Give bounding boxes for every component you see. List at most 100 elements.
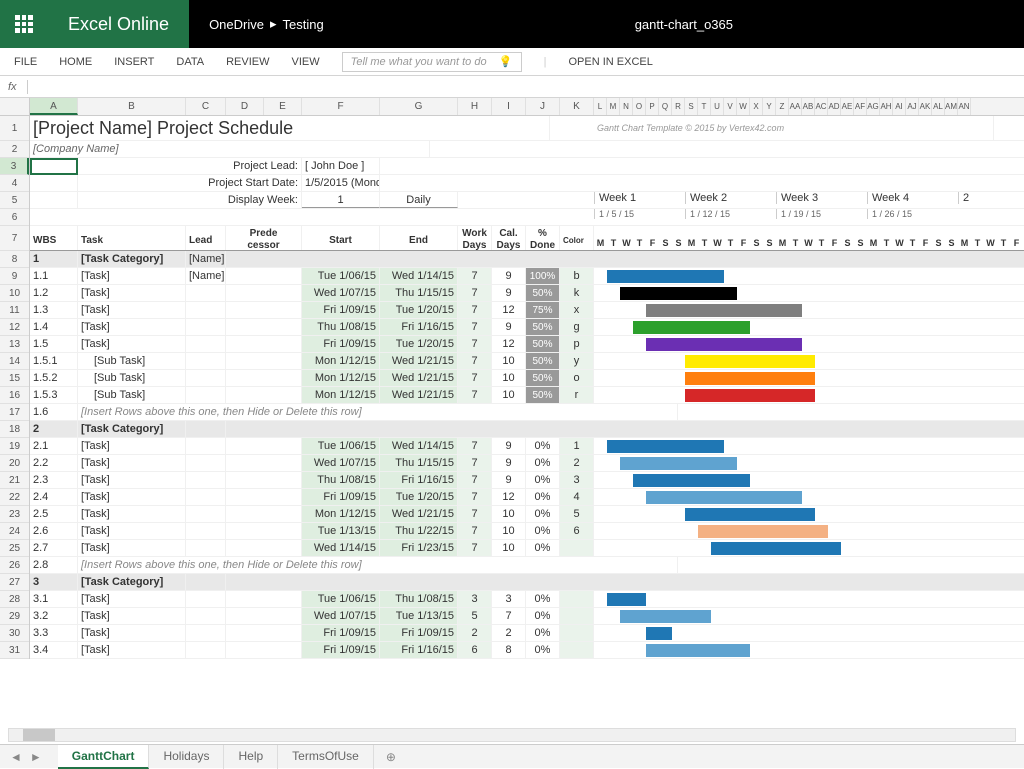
cell[interactable] <box>186 523 226 539</box>
cell[interactable]: 0% <box>526 489 560 505</box>
cell[interactable]: Fri 1/09/15 <box>302 489 380 505</box>
formula-bar[interactable]: fx <box>0 76 1024 98</box>
cell[interactable]: Tue 1/06/15 <box>302 268 380 284</box>
cell[interactable] <box>186 489 226 505</box>
cell[interactable]: 3.2 <box>30 608 78 624</box>
cell[interactable]: [Company Name] <box>30 141 430 157</box>
cell[interactable]: [Task] <box>78 336 186 352</box>
cell[interactable]: Thu 1/08/15 <box>380 591 458 607</box>
cell[interactable]: [Insert Rows above this one, then Hide o… <box>78 404 678 420</box>
cell[interactable] <box>226 455 302 471</box>
cell[interactable]: 1.5 <box>30 336 78 352</box>
row-header[interactable]: 7 <box>0 226 29 251</box>
cell[interactable] <box>226 353 302 369</box>
cell[interactable]: Task <box>78 226 186 250</box>
cell[interactable]: Thu 1/22/15 <box>380 523 458 539</box>
cell[interactable]: 9 <box>492 319 526 335</box>
add-sheet-button[interactable]: ⊕ <box>374 750 408 764</box>
row-header[interactable]: 19 <box>0 438 29 455</box>
breadcrumb-part[interactable]: OneDrive <box>209 17 264 32</box>
column-header[interactable]: A <box>30 98 78 115</box>
cell[interactable]: Wed 1/14/15 <box>380 268 458 284</box>
cell[interactable]: 9 <box>492 268 526 284</box>
cell[interactable] <box>186 421 226 437</box>
cell[interactable]: Fri 1/09/15 <box>302 336 380 352</box>
select-all-corner[interactable] <box>0 98 30 115</box>
cell[interactable]: WorkDays <box>458 226 492 250</box>
column-header[interactable]: Y <box>763 98 776 115</box>
column-header[interactable]: C <box>186 98 226 115</box>
cell[interactable] <box>560 642 594 658</box>
cell[interactable]: Fri 1/16/15 <box>380 319 458 335</box>
cell[interactable]: Gantt Chart Template © 2015 by Vertex42.… <box>594 116 994 141</box>
row-header[interactable]: 26 <box>0 557 29 574</box>
cell[interactable]: Tue 1/13/15 <box>302 523 380 539</box>
cell[interactable]: Daily <box>380 192 458 208</box>
cell[interactable] <box>226 285 302 301</box>
column-header[interactable]: J <box>526 98 560 115</box>
cell[interactable]: 12 <box>492 336 526 352</box>
column-header[interactable]: AL <box>932 98 945 115</box>
cell[interactable]: Wed 1/07/15 <box>302 608 380 624</box>
cell[interactable]: 2.4 <box>30 489 78 505</box>
cell[interactable]: Fri 1/09/15 <box>380 625 458 641</box>
cell[interactable]: Thu 1/15/15 <box>380 455 458 471</box>
cell[interactable]: Tue 1/06/15 <box>302 591 380 607</box>
row-header[interactable]: 29 <box>0 608 29 625</box>
cell[interactable] <box>226 540 302 556</box>
column-header[interactable]: E <box>264 98 302 115</box>
row-header[interactable]: 12 <box>0 319 29 336</box>
horizontal-scrollbar[interactable] <box>8 728 1016 744</box>
cell[interactable]: [Task] <box>78 319 186 335</box>
cell[interactable]: Wed 1/07/15 <box>302 455 380 471</box>
cell[interactable]: 50% <box>526 336 560 352</box>
cell[interactable]: 1 <box>302 192 380 208</box>
cell[interactable]: [Task] <box>78 455 186 471</box>
cell[interactable]: 10 <box>492 387 526 403</box>
column-header[interactable]: U <box>711 98 724 115</box>
column-header[interactable]: AF <box>854 98 867 115</box>
cell[interactable]: [Name] <box>186 251 226 267</box>
cell[interactable]: 7 <box>458 506 492 522</box>
ribbon-tab-file[interactable]: FILE <box>14 56 37 68</box>
column-header[interactable]: X <box>750 98 763 115</box>
column-header[interactable]: N <box>620 98 633 115</box>
column-header[interactable]: M <box>607 98 620 115</box>
cell[interactable] <box>186 472 226 488</box>
column-header[interactable]: P <box>646 98 659 115</box>
cell[interactable]: End <box>380 226 458 250</box>
tab-nav-prev-icon[interactable]: ◄ <box>10 750 22 764</box>
cell[interactable]: Tue 1/06/15 <box>302 438 380 454</box>
column-header[interactable]: R <box>672 98 685 115</box>
cell[interactable]: 50% <box>526 319 560 335</box>
cell[interactable]: 3 <box>560 472 594 488</box>
column-header[interactable]: K <box>560 98 594 115</box>
tab-nav-next-icon[interactable]: ► <box>30 750 42 764</box>
sheet-tab-help[interactable]: Help <box>224 745 278 769</box>
row-header[interactable]: 31 <box>0 642 29 659</box>
row-header[interactable]: 21 <box>0 472 29 489</box>
cell[interactable] <box>30 175 78 191</box>
cell[interactable]: 8 <box>492 642 526 658</box>
cell[interactable]: Tue 1/20/15 <box>380 489 458 505</box>
cell[interactable] <box>226 489 302 505</box>
cell[interactable]: 2.5 <box>30 506 78 522</box>
cell[interactable]: 100% <box>526 268 560 284</box>
cell[interactable]: 7 <box>458 540 492 556</box>
column-header[interactable]: S <box>685 98 698 115</box>
cell[interactable]: 6 <box>560 523 594 539</box>
cell[interactable] <box>560 625 594 641</box>
cell[interactable]: 1.4 <box>30 319 78 335</box>
cell[interactable]: [Task Category] <box>78 251 186 267</box>
gantt-bar[interactable] <box>633 321 750 334</box>
cell[interactable]: 2 <box>30 421 78 437</box>
cell[interactable]: 1/5/2015 (Monday) <box>302 175 380 191</box>
breadcrumb[interactable]: OneDrive ▸ Testing <box>189 0 344 48</box>
cell[interactable]: k <box>560 285 594 301</box>
cell[interactable]: Wed 1/21/15 <box>380 506 458 522</box>
cell[interactable]: 3 <box>30 574 78 590</box>
row-header[interactable]: 6 <box>0 209 29 226</box>
cell[interactable]: Color <box>560 226 594 250</box>
cell[interactable]: [Task] <box>78 489 186 505</box>
gantt-bar[interactable] <box>685 389 815 402</box>
